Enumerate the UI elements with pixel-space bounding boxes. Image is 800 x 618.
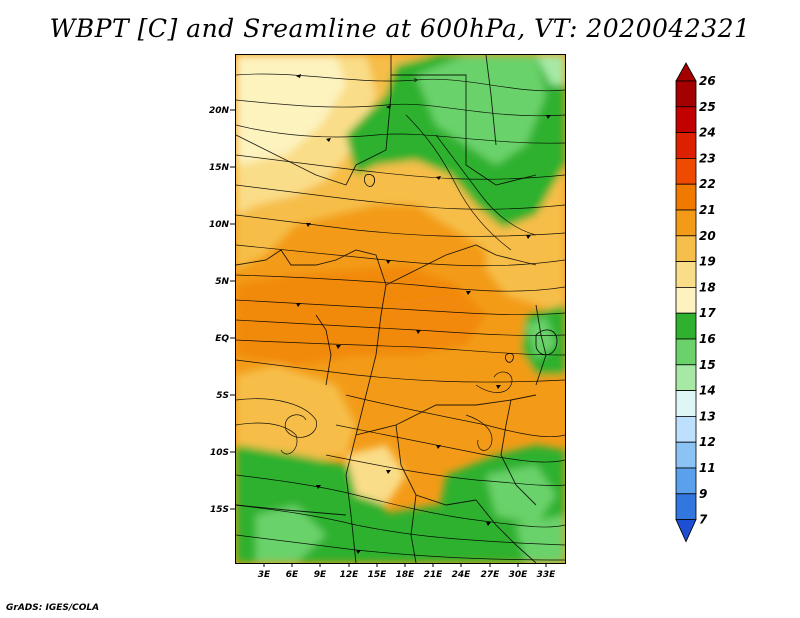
- colorbar-swatch: [675, 415, 697, 443]
- colorbar-bottom-arrow: [675, 519, 697, 543]
- footer-credit: GrADS: IGES/COLA: [6, 603, 100, 613]
- lat-label-20n: 20N: [209, 106, 230, 116]
- lon-label-21e: 21E: [424, 570, 444, 580]
- colorbar: 26 25 24 23 22 21 20 19 18 17 16 15 14 13 12 11 9 7: [675, 62, 716, 543]
- lon-label-18e: 18E: [396, 570, 416, 580]
- colorbar-label: 17: [699, 306, 716, 320]
- colorbar-label: 22: [699, 177, 716, 191]
- colorbar-swatch: [675, 493, 697, 520]
- colorbar-label: 11: [699, 461, 716, 475]
- colorbar-label: 20: [699, 229, 716, 243]
- colorbar-swatch: [675, 338, 697, 366]
- colorbar-swatch: [675, 106, 697, 133]
- lat-label-10s: 10S: [210, 448, 229, 458]
- lat-label-5s: 5S: [216, 391, 229, 401]
- lon-label-33e: 33E: [537, 570, 557, 580]
- lon-label-9e: 9E: [314, 570, 327, 580]
- colorbar-swatch: [675, 209, 697, 237]
- lat-label-eq: EQ: [215, 334, 229, 344]
- lat-label-10n: 10N: [209, 220, 230, 230]
- colorbar-swatch: [675, 390, 697, 417]
- colorbar-swatch: [675, 132, 697, 159]
- colorbar-label: 23: [699, 151, 716, 165]
- colorbar-label: 12: [699, 435, 716, 449]
- colorbar-label: 13: [699, 409, 716, 423]
- lat-label-15n: 15N: [209, 163, 230, 173]
- colorbar-label: 15: [699, 358, 716, 372]
- colorbar-label: 9: [699, 487, 707, 501]
- lat-label-15s: 15S: [210, 505, 229, 515]
- colorbar-swatch: [675, 158, 697, 185]
- colorbar-label: 26: [699, 74, 716, 88]
- colorbar-label: 21: [699, 203, 716, 217]
- colorbar-swatch: [675, 235, 697, 263]
- lat-label-5n: 5N: [215, 277, 229, 287]
- colorbar-label: 25: [699, 100, 716, 114]
- map-panel: [235, 54, 566, 564]
- colorbar-swatch: [675, 286, 697, 314]
- colorbar-swatch: [675, 467, 697, 495]
- lon-label-6e: 6E: [286, 570, 299, 580]
- colorbar-label: 14: [699, 384, 716, 398]
- colorbar-swatch: [675, 80, 697, 108]
- lon-label-24e: 24E: [452, 570, 472, 580]
- lon-label-30e: 30E: [509, 570, 529, 580]
- colorbar-label: 16: [699, 332, 716, 346]
- colorbar-label: 19: [699, 255, 716, 269]
- colorbar-swatch: [675, 312, 697, 340]
- colorbar-swatch: [675, 183, 697, 211]
- wbpt-field: [236, 55, 565, 563]
- lon-label-15e: 15E: [368, 570, 388, 580]
- lon-label-3e: 3E: [258, 570, 271, 580]
- colorbar-swatch: [675, 364, 697, 391]
- colorbar-swatch: [675, 441, 697, 469]
- lon-label-27e: 27E: [481, 570, 501, 580]
- lon-label-12e: 12E: [340, 570, 360, 580]
- colorbar-label: 24: [699, 126, 716, 140]
- colorbar-label: 18: [699, 280, 716, 294]
- map-title: WBPT [C] and Sreamline at 600hPa, VT: 20…: [49, 14, 751, 43]
- colorbar-top-arrow: [675, 62, 697, 82]
- colorbar-label: 7: [699, 513, 708, 527]
- colorbar-swatch: [675, 261, 697, 288]
